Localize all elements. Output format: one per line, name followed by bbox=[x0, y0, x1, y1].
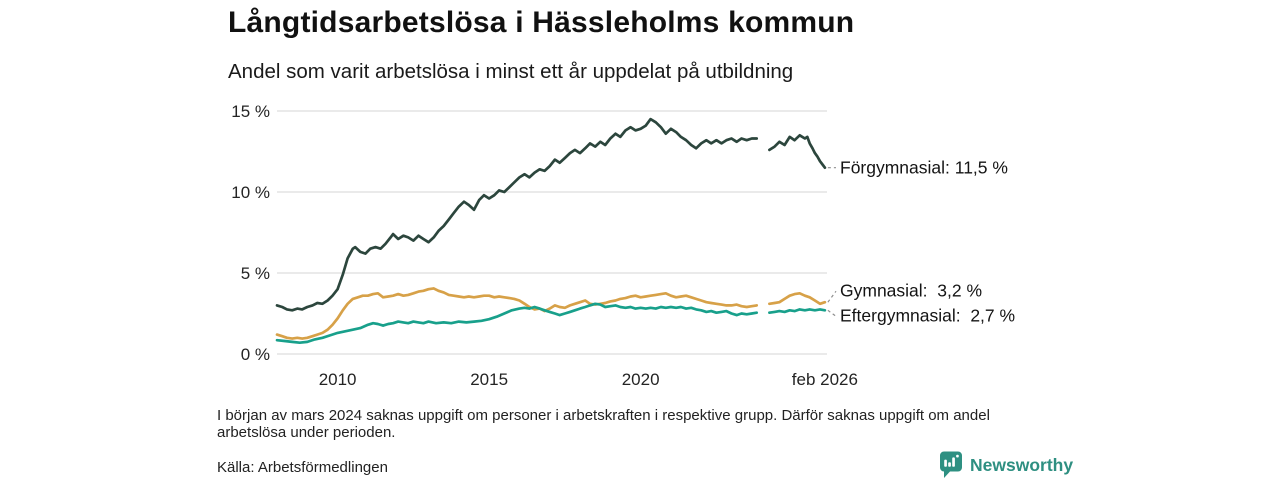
chart-title: Långtidsarbetslösa i Hässleholms kommun bbox=[228, 6, 855, 39]
series-label-eftergymnasial: Eftergymnasial: 2,7 % bbox=[840, 305, 1016, 326]
series-label-forgymnasial: Förgymnasial: 11,5 % bbox=[840, 157, 1008, 178]
source-text: Källa: Arbetsförmedlingen bbox=[217, 459, 388, 476]
series-label-gymnasial: Gymnasial: 3,2 % bbox=[840, 280, 982, 301]
svg-text:10 %: 10 % bbox=[231, 183, 270, 202]
svg-text:feb 2026: feb 2026 bbox=[792, 370, 858, 389]
svg-text:0 %: 0 % bbox=[241, 345, 270, 364]
svg-text:2020: 2020 bbox=[622, 370, 660, 389]
newsworthy-wordmark: Newsworthy bbox=[970, 454, 1074, 475]
newsworthy-logo[interactable]: Newsworthy bbox=[939, 451, 1073, 479]
svg-text:15 %: 15 % bbox=[231, 102, 270, 121]
svg-text:5 %: 5 % bbox=[241, 264, 270, 283]
chart-subtitle: Andel som varit arbetslösa i minst ett å… bbox=[228, 60, 794, 83]
footnote: I början av mars 2024 saknas uppgift om … bbox=[217, 407, 990, 441]
svg-text:2010: 2010 bbox=[319, 370, 357, 389]
newsworthy-chart-bubble-icon bbox=[940, 451, 962, 478]
svg-text:2015: 2015 bbox=[470, 370, 508, 389]
